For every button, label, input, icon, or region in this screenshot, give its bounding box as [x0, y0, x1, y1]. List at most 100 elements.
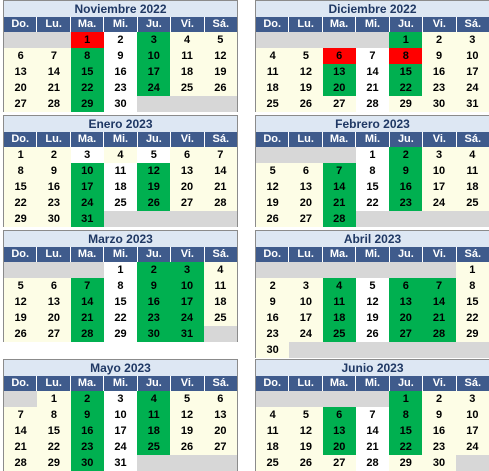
day-cell: 21: [322, 195, 356, 211]
week-row: 13 14 15 16 17 18 19: [4, 64, 237, 80]
day-cell: 8: [70, 48, 104, 64]
month-title: Febrero 2023: [256, 115, 489, 132]
weekday-header: Ju.: [389, 247, 424, 262]
day-cell: 9: [422, 407, 456, 423]
day-cell: 23: [137, 310, 171, 326]
weekday-header: Ma.: [322, 132, 357, 147]
week-row: 9 10 11 12 13 14 15: [256, 294, 489, 310]
day-cell: 11: [256, 64, 290, 80]
month-title: Mayo 2023: [4, 359, 237, 376]
day-cell: 29: [37, 455, 71, 471]
day-cell: 25: [103, 195, 138, 211]
day-cell: 26: [170, 439, 204, 455]
weekday-header-row: Do. Lu. Ma. Mi. Ju. Vi. Sá.: [256, 376, 489, 391]
day-cell: 20: [37, 310, 71, 326]
day-cell: 13: [389, 294, 423, 310]
day-cell: 7: [355, 48, 390, 64]
day-cell: 2: [70, 391, 104, 407]
day-cell: 4: [256, 48, 290, 64]
weekday-header: Ma.: [322, 376, 357, 391]
day-cell: 13: [203, 407, 237, 423]
empty-cell: [289, 391, 323, 407]
day-cell: 26: [289, 455, 323, 471]
day-cell: 8: [389, 407, 423, 423]
weekday-header: Ju.: [137, 17, 172, 32]
day-cell: 14: [355, 64, 390, 80]
week-row: 21 22 23 24 25 26 27: [4, 439, 237, 455]
weekday-header: Vi.: [171, 17, 205, 32]
day-cell: 16: [103, 64, 138, 80]
day-cell: 3: [289, 278, 323, 294]
month-title: Junio 2023: [256, 359, 489, 376]
day-cell: 30: [256, 342, 290, 358]
day-cell: 15: [455, 294, 489, 310]
month-title: Marzo 2023: [4, 230, 237, 247]
day-cell: 10: [170, 278, 204, 294]
day-cell: 7: [37, 48, 71, 64]
day-cell: 24: [103, 439, 138, 455]
day-cell: 27: [289, 211, 323, 227]
weekday-header-row: Do. Lu. Ma. Mi. Ju. Vi. Sá.: [4, 247, 237, 262]
day-cell: 23: [70, 439, 104, 455]
week-row: 7 8 9 10 11 12 13: [4, 407, 237, 423]
weekday-header: Do.: [256, 376, 290, 391]
empty-cell: [355, 391, 390, 407]
day-cell: 5: [289, 48, 323, 64]
day-cell: 7: [203, 147, 237, 163]
day-cell: 5: [355, 278, 390, 294]
weekday-header: Vi.: [171, 247, 205, 262]
day-cell: 18: [103, 179, 138, 195]
week-row: 23 24 25 26 27 28 29: [256, 326, 489, 342]
day-cell: 26: [137, 195, 171, 211]
day-cell: 25: [203, 310, 237, 326]
day-cell: 8: [4, 163, 38, 179]
weekday-header: Ma.: [70, 247, 105, 262]
weekday-header-row: Do. Lu. Ma. Mi. Ju. Vi. Sá.: [256, 247, 489, 262]
day-cell: 5: [203, 32, 237, 48]
day-cell: 2: [37, 147, 71, 163]
weekday-header: Sá.: [456, 376, 489, 391]
day-cell: 5: [256, 163, 290, 179]
day-cell: 29: [4, 211, 38, 227]
empty-cell: [103, 211, 138, 227]
empty-cell: [389, 342, 423, 358]
day-cell: 16: [70, 423, 104, 439]
day-cell: 20: [4, 80, 38, 96]
day-cell: 23: [422, 439, 456, 455]
day-cell: 16: [389, 179, 423, 195]
day-cell: 30: [422, 96, 456, 112]
day-cell: 20: [170, 179, 204, 195]
day-cell: 5: [289, 407, 323, 423]
month-block: Abril 2023 Do. Lu. Ma. Mi. Ju. Vi. Sá. 1 2 3 4 5 6 7 8 9…: [255, 230, 489, 358]
day-cell: 8: [37, 407, 71, 423]
empty-cell: [170, 211, 204, 227]
day-cell: 9: [137, 278, 171, 294]
week-row: 4 5 6 7 8 9 10: [256, 48, 489, 64]
empty-cell: [422, 262, 456, 278]
week-row: 30: [256, 342, 489, 358]
day-cell: 16: [37, 179, 71, 195]
day-cell: 10: [70, 163, 104, 179]
day-cell: 19: [170, 423, 204, 439]
weekday-header-row: Do. Lu. Ma. Mi. Ju. Vi. Sá.: [4, 132, 237, 147]
day-cell: 18: [203, 294, 237, 310]
week-row: 4 5 6 7 8 9 10: [256, 407, 489, 423]
empty-cell: [203, 211, 237, 227]
day-cell: 13: [322, 64, 356, 80]
day-cell: 6: [4, 48, 38, 64]
day-cell: 20: [322, 439, 356, 455]
day-cell: 16: [422, 64, 456, 80]
week-row: 16 17 18 19 20 21 22: [256, 310, 489, 326]
empty-cell: [355, 342, 390, 358]
day-cell: 31: [103, 455, 138, 471]
weekday-header: Sá.: [204, 132, 237, 147]
day-cell: 17: [170, 294, 204, 310]
weekday-header: Lu.: [37, 132, 71, 147]
day-cell: 23: [256, 326, 290, 342]
empty-cell: [203, 326, 237, 342]
empty-cell: [322, 342, 356, 358]
week-row: 28 29 30 31: [4, 455, 237, 471]
